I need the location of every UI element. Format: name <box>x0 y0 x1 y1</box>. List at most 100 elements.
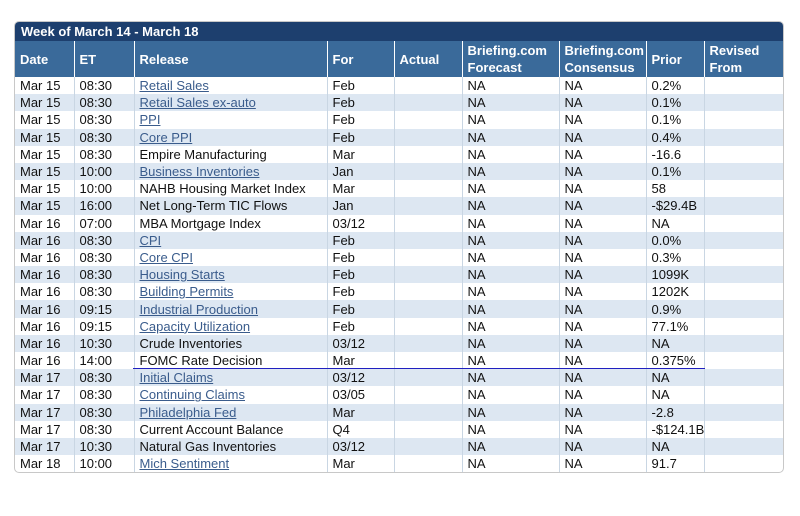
table-row: Mar 17 10:30 Natural Gas Inventories 03/12 N… <box>15 437 783 456</box>
cell: 0.375% <box>645 352 704 370</box>
cell: NAHB Housing Market Index <box>133 180 327 198</box>
cell: NA <box>461 111 559 129</box>
cell: 08:30 <box>73 403 134 421</box>
cell: Mar 16 <box>15 266 74 284</box>
row-underline <box>133 368 705 370</box>
cell <box>703 128 783 146</box>
cell: NA <box>461 283 559 301</box>
cell: 03/05 <box>326 386 394 404</box>
cell: Jan <box>326 162 394 181</box>
cell: CPI <box>133 231 327 249</box>
cell <box>703 231 783 249</box>
cell: 08:30 <box>73 145 134 163</box>
cell: Feb <box>326 77 394 95</box>
cell: 10:30 <box>73 334 134 352</box>
table-row: Mar 16 14:00 FOMC Rate Decision Mar NA NA 0.37… <box>15 352 783 370</box>
release-link[interactable]: Continuing Claims <box>139 387 246 403</box>
release-link[interactable]: CPI <box>139 232 162 248</box>
cell: NA <box>558 266 646 284</box>
header-row: Date ET Release For Actual Briefing.com Forec… <box>15 41 783 77</box>
cell: 08:30 <box>73 386 134 404</box>
cell: Housing Starts <box>133 266 327 284</box>
cell: Mar <box>326 403 394 421</box>
release-link[interactable]: Mich Sentiment <box>139 456 230 472</box>
table-row: Mar 15 08:30 Retail Sales ex-auto Feb NA NA 0.… <box>15 94 783 112</box>
column-header: Release <box>133 41 327 77</box>
release-link[interactable]: Philadelphia Fed <box>139 404 237 420</box>
cell: NA <box>558 77 646 95</box>
column-header: Date <box>15 41 74 77</box>
cell <box>703 334 783 352</box>
cell <box>393 180 462 198</box>
release-link[interactable]: Core PPI <box>139 129 193 145</box>
cell: Mar 15 <box>15 94 74 112</box>
cell: 91.7 <box>645 455 704 473</box>
cell <box>703 317 783 335</box>
cell <box>703 77 783 95</box>
cell: NA <box>558 283 646 301</box>
column-header: Prior <box>645 41 704 77</box>
release-link[interactable]: Industrial Production <box>139 301 259 317</box>
release-link[interactable]: Housing Starts <box>139 267 225 283</box>
table-row: Mar 16 10:30 Crude Inventories 03/12 NA NA NA <box>15 334 783 352</box>
cell: Philadelphia Fed <box>133 403 327 421</box>
table-row: Mar 16 08:30 Core CPI Feb NA NA 0.3% <box>15 248 783 267</box>
release-link[interactable]: Retail Sales <box>139 78 209 94</box>
cell <box>393 403 462 421</box>
cell: Mar 15 <box>20 181 61 197</box>
release-link[interactable]: Business Inventories <box>139 164 260 180</box>
cell: NA <box>645 386 704 404</box>
release-link[interactable]: Initial Claims <box>139 370 214 386</box>
cell: NA <box>461 231 559 249</box>
table-row: Mar 17 08:30 Philadelphia Fed Mar NA NA -2.8 <box>15 403 783 421</box>
table-row: Mar 15 16:00 Net Long-Term TIC Flows Jan NA N… <box>15 197 783 215</box>
cell: 03/12 <box>326 369 394 387</box>
cell: NA <box>558 386 646 404</box>
cell: NA <box>558 111 646 129</box>
cell <box>703 197 783 215</box>
cell: NA <box>558 317 646 335</box>
cell: 1202K <box>645 283 704 301</box>
column-header: Actual <box>393 41 462 77</box>
cell: NA <box>558 437 646 456</box>
cell: Mar 15 <box>15 128 74 146</box>
cell <box>393 94 462 112</box>
cell <box>393 197 462 215</box>
cell <box>703 352 783 370</box>
cell: NA <box>461 403 559 421</box>
cell: Core PPI <box>133 128 327 146</box>
cell: Mar 15 <box>20 146 61 162</box>
cell: 0.3% <box>645 248 704 267</box>
release-link[interactable]: PPI <box>139 112 161 128</box>
cell <box>393 231 462 249</box>
cell: 08:30 <box>73 266 134 284</box>
cell: 08:30 <box>73 128 134 146</box>
cell: NA <box>461 352 559 370</box>
cell <box>703 266 783 284</box>
cell: Mar 16 <box>20 249 61 265</box>
table-row: Mar 17 08:30 Continuing Claims 03/05 NA NA NA <box>15 386 783 404</box>
cell: Mar 15 <box>15 162 74 181</box>
table-row: Mar 16 07:00 MBA Mortgage Index 03/12 NA NA NA <box>15 214 783 232</box>
cell: NA <box>558 94 646 112</box>
calendar-table: Date ET Release For Actual Briefing.com Forec… <box>15 41 783 473</box>
cell <box>393 77 462 95</box>
release-link[interactable]: Core CPI <box>139 249 193 265</box>
table-row: Mar 16 08:30 CPI Feb NA NA 0.0% <box>15 231 783 249</box>
table-row: Mar 16 08:30 Housing Starts Feb NA NA 1099K <box>15 266 783 284</box>
cell: 08:30 <box>73 248 134 267</box>
release-link[interactable]: Capacity Utilization <box>139 318 251 334</box>
table-row: Mar 16 09:15 Industrial Production Feb NA NA 0… <box>15 300 783 318</box>
cell: 0.1% <box>645 162 704 181</box>
cell: Mar 16 <box>20 318 61 334</box>
cell <box>703 145 783 163</box>
cell: NA <box>558 420 646 438</box>
table-row: Mar 15 08:30 PPI Feb NA NA 0.1% <box>15 111 783 129</box>
cell: 0.4% <box>645 128 704 146</box>
release-link[interactable]: Retail Sales ex-auto <box>139 95 256 111</box>
cell: NA <box>558 197 646 215</box>
cell: 08:30 <box>73 77 134 95</box>
cell <box>703 386 783 404</box>
cell: NA <box>558 300 646 318</box>
release-link[interactable]: Building Permits <box>139 284 234 300</box>
